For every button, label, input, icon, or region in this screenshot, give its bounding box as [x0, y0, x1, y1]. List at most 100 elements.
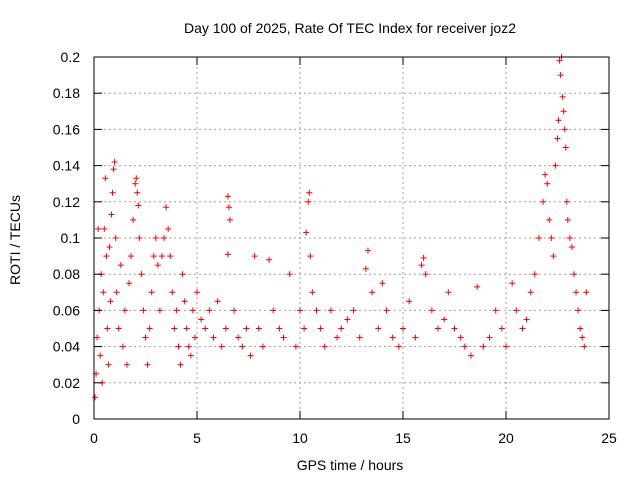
axis-ticks: [93, 56, 610, 420]
x-tick-label: 10: [292, 430, 308, 446]
data-point: [108, 211, 115, 218]
data-point: [344, 316, 351, 323]
data-point: [364, 247, 371, 254]
data-point: [270, 307, 277, 314]
data-point: [395, 343, 402, 350]
data-point: [356, 334, 363, 341]
data-point: [435, 325, 442, 332]
data-point: [144, 361, 151, 368]
data-point: [185, 343, 192, 350]
data-point: [105, 361, 112, 368]
data-point: [550, 253, 557, 260]
data-point: [119, 343, 126, 350]
data-point: [306, 189, 313, 196]
data-point: [503, 343, 509, 350]
data-point: [194, 289, 200, 296]
data-point: [226, 216, 233, 223]
data-point: [94, 334, 101, 341]
data-point: [225, 204, 232, 211]
data-point: [167, 253, 174, 260]
data-point: [301, 325, 308, 332]
data-point: [321, 343, 328, 350]
data-point: [259, 343, 266, 350]
data-point: [548, 235, 555, 241]
data-point: [158, 253, 165, 260]
data-point: [156, 307, 163, 314]
data-point: [148, 289, 155, 296]
data-point: [509, 280, 516, 287]
data-point: [169, 289, 176, 296]
data-point: [104, 325, 111, 332]
data-point: [563, 198, 570, 205]
x-tick-label: 15: [395, 430, 411, 446]
plot-frame: [93, 56, 610, 420]
data-point: [110, 166, 117, 173]
data-point: [579, 334, 586, 341]
data-point: [95, 225, 102, 232]
data-point: [451, 325, 458, 332]
data-point: [486, 334, 493, 341]
data-point: [474, 283, 481, 290]
data-point: [303, 229, 310, 236]
data-point: [165, 225, 172, 232]
y-tick-label: 0.14: [53, 158, 80, 174]
data-point: [224, 251, 231, 258]
data-point: [128, 253, 135, 260]
data-point: [369, 289, 376, 296]
data-point: [123, 361, 130, 368]
data-point: [338, 325, 345, 332]
data-point: [552, 162, 559, 169]
data-point: [224, 193, 231, 200]
x-axis-label: GPS time / hours: [297, 457, 404, 473]
data-point: [231, 307, 238, 314]
data-point: [562, 144, 569, 151]
data-point: [422, 271, 429, 278]
x-tick-label: 5: [193, 430, 201, 446]
y-axis-label: ROTI / TECUs: [7, 195, 23, 285]
y-tick-label: 0.04: [53, 339, 80, 355]
data-point: [400, 325, 406, 332]
data-point: [418, 262, 425, 269]
data-point: [191, 334, 198, 341]
data-point: [379, 280, 386, 287]
data-point: [113, 289, 120, 296]
data-point: [251, 253, 258, 260]
data-point: [134, 189, 141, 196]
data-point: [519, 325, 526, 332]
data-point: [112, 235, 119, 241]
data-point: [187, 352, 194, 359]
data-point: [513, 307, 520, 314]
data-point: [179, 271, 186, 278]
data-point: [546, 216, 553, 223]
data-point: [100, 289, 107, 296]
data-point: [362, 265, 369, 272]
data-point: [544, 180, 551, 187]
grid-lines: [94, 57, 609, 419]
data-point: [389, 334, 396, 341]
data-point: [175, 343, 182, 350]
y-tick-label: 0.12: [53, 194, 80, 210]
data-point: [554, 135, 561, 142]
data-point: [109, 189, 116, 196]
data-point: [307, 253, 314, 260]
data-point: [327, 307, 334, 314]
data-point: [202, 325, 209, 332]
data-point: [523, 316, 530, 323]
data-point: [297, 307, 303, 314]
data-point: [292, 343, 299, 350]
data-point: [189, 307, 196, 314]
data-point: [556, 57, 563, 64]
data-point: [445, 289, 452, 296]
data-point: [375, 325, 382, 332]
data-point: [568, 244, 575, 251]
data-point: [560, 108, 567, 115]
data-point: [276, 325, 283, 332]
data-point: [280, 334, 287, 341]
y-tick-label: 0.08: [53, 266, 80, 282]
data-point: [527, 289, 534, 296]
y-tick-label: 0.18: [53, 85, 80, 101]
data-point: [441, 316, 448, 323]
data-point: [243, 325, 250, 332]
data-point: [198, 316, 205, 323]
